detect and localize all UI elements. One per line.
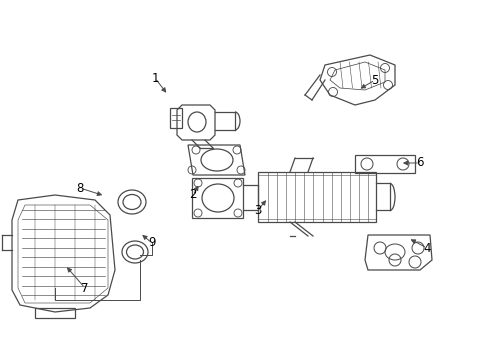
Bar bbox=[354, 155, 414, 173]
Bar bbox=[258, 172, 375, 222]
Text: 2: 2 bbox=[189, 189, 196, 202]
Text: 3: 3 bbox=[254, 203, 261, 216]
Text: 6: 6 bbox=[415, 157, 423, 170]
Text: 7: 7 bbox=[81, 282, 88, 294]
Text: 9: 9 bbox=[148, 237, 156, 249]
Text: 4: 4 bbox=[423, 242, 430, 255]
Text: 5: 5 bbox=[370, 73, 378, 86]
Text: 8: 8 bbox=[76, 181, 83, 194]
Text: 1: 1 bbox=[151, 72, 159, 85]
